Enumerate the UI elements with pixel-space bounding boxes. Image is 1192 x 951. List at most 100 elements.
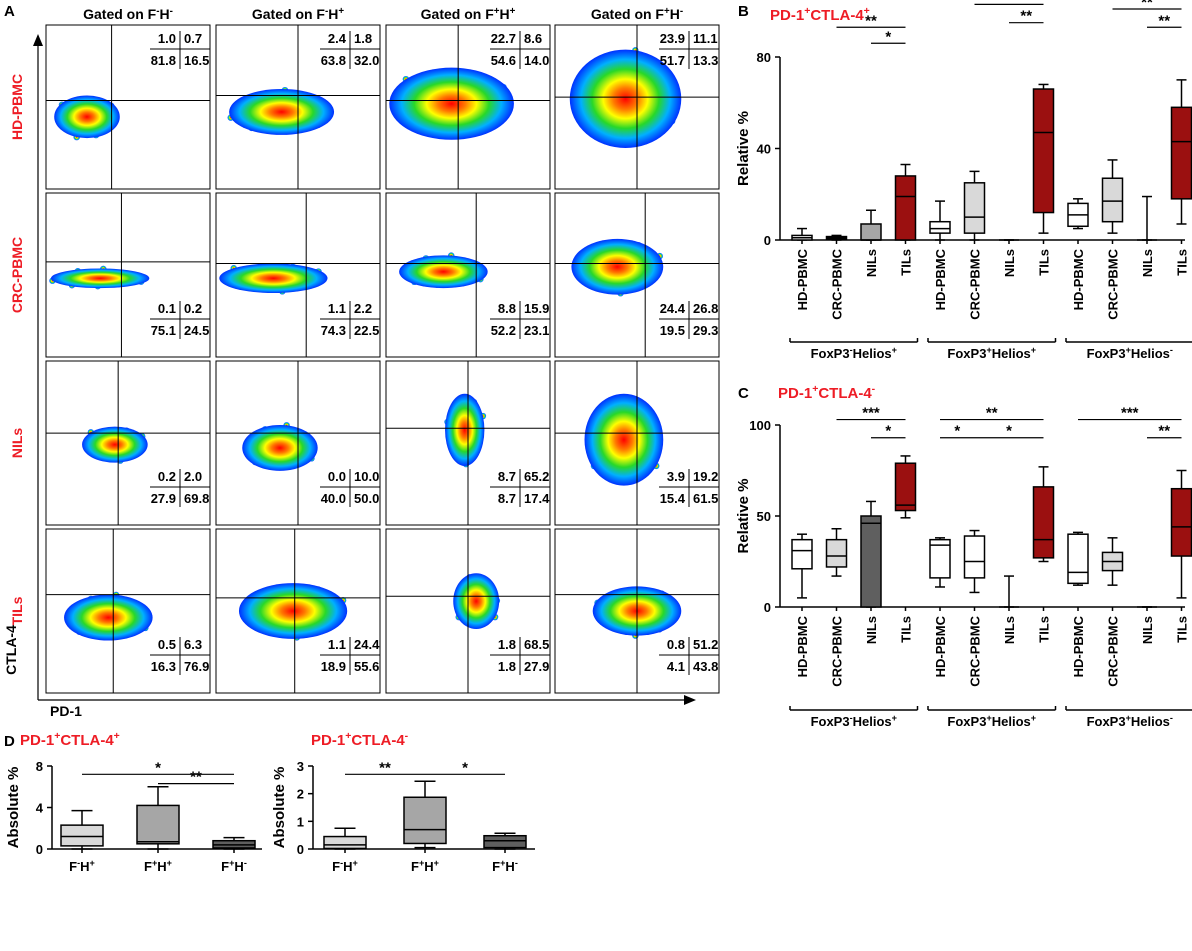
cat-sup: - [244, 858, 247, 868]
quadrant-values: 8.8 15.9 52.2 23.1 [490, 301, 550, 339]
group-sup: + [986, 713, 991, 723]
quadrant-ur: 10.0 [354, 469, 379, 484]
box-iqr [894, 175, 917, 241]
quadrant-ur: 2.2 [354, 301, 372, 316]
box-iqr [825, 538, 848, 568]
y-tick-label: 8 [36, 759, 43, 774]
y-tick-label: 4 [36, 801, 44, 816]
title-sup: + [114, 730, 120, 742]
quadrant-ll: 40.0 [321, 491, 346, 506]
category-label: HD-PBMC [933, 615, 948, 677]
col-header-text: H [500, 6, 510, 22]
group-text: Helios [853, 346, 892, 361]
group-sup: - [1170, 713, 1173, 723]
cat-text: H [424, 859, 433, 874]
col-header-text: Gated on F [252, 6, 326, 22]
cat-sup: + [90, 858, 95, 868]
category-label: TILs [899, 616, 914, 643]
group-text: FoxP3 [1087, 714, 1126, 729]
row-label: HD-PBMC [9, 74, 25, 140]
quadrant-ll: 15.4 [660, 491, 686, 506]
density-blob [82, 426, 148, 463]
x-axis-label: PD-1 [50, 703, 82, 719]
box-plot [894, 163, 917, 241]
col-header-sup: + [664, 6, 670, 17]
quadrant-ul: 1.1 [328, 301, 346, 316]
column-header: Gated on F-H- [83, 6, 173, 23]
significance-label: ** [1003, 0, 1015, 6]
cat-sup: - [515, 858, 518, 868]
quadrant-values: 1.1 2.2 74.3 22.5 [320, 301, 380, 339]
quadrant-lr: 50.0 [354, 491, 379, 506]
box-iqr [1101, 177, 1124, 223]
plot-cell: 8.7 65.2 8.7 17.4 [385, 360, 551, 526]
y-tick-label: 100 [749, 418, 771, 433]
group-sup: + [1126, 345, 1131, 355]
box-iqr [860, 223, 882, 241]
category-label: HD-PBMC [795, 248, 810, 310]
group-text: FoxP3 [811, 714, 850, 729]
col-header-sup: + [338, 6, 344, 17]
quadrant-ur: 0.2 [184, 301, 202, 316]
significance-label: * [1006, 423, 1012, 440]
quadrant-lr: 22.5 [354, 323, 379, 338]
significance-label: * [885, 28, 891, 45]
quadrant-ur: 68.5 [524, 637, 549, 652]
quadrant-ur: 6.3 [184, 637, 202, 652]
category-label: F+H- [492, 858, 518, 874]
quadrant-lr: 24.5 [184, 323, 209, 338]
significance-label: *** [1121, 405, 1139, 422]
group-label: FoxP3+Helios+ [947, 345, 1036, 361]
chart-title: PD-1+CTLA-4- [311, 730, 409, 749]
chart-title: PD-1+CTLA-4- [778, 383, 876, 402]
density-blob [50, 268, 150, 289]
title-text: CTLA-4 [810, 7, 864, 24]
y-tick-label: 0 [36, 842, 43, 857]
box-iqr [963, 535, 986, 579]
quadrant-ll: 51.7 [660, 53, 685, 68]
cat-text: F [69, 859, 77, 874]
box-plot [1101, 537, 1124, 586]
group-text: FoxP3 [947, 346, 986, 361]
group-sup: + [1126, 713, 1131, 723]
quadrant-values: 1.0 0.7 81.8 16.5 [150, 31, 210, 69]
quadrant-ur: 11.1 [693, 31, 718, 46]
group-text: Helios [1131, 346, 1170, 361]
cat-sup: + [434, 858, 439, 868]
quadrant-ul: 0.0 [328, 469, 346, 484]
title-sup: - [405, 730, 409, 742]
cat-sup: - [77, 858, 80, 868]
y-tick-label: 40 [757, 142, 771, 157]
quadrant-lr: 76.9 [184, 659, 209, 674]
cat-text: H [157, 859, 166, 874]
box-iqr [963, 182, 986, 234]
group-sup: + [892, 713, 897, 723]
quadrant-ll: 81.8 [151, 53, 176, 68]
plot-cell: 0.0 10.0 40.0 50.0 [215, 360, 381, 526]
quadrant-values: 0.5 6.3 16.3 76.9 [150, 637, 210, 675]
plot-cell: 0.8 51.2 4.1 43.8 [554, 528, 720, 694]
box-iqr [791, 538, 813, 570]
box-plot [999, 575, 1019, 608]
y-axis-arrow [33, 34, 43, 46]
category-label: F+H+ [411, 858, 439, 874]
col-header-text: H [160, 6, 170, 22]
quadrant-ll: 52.2 [491, 323, 516, 338]
quadrant-lr: 61.5 [693, 491, 718, 506]
quadrant-ll: 8.7 [498, 491, 516, 506]
group-sup: + [1031, 713, 1036, 723]
cat-sup: + [500, 858, 505, 868]
category-label: CRC-PBMC [1106, 248, 1121, 319]
significance-label: *** [862, 405, 880, 422]
group-text: FoxP3 [811, 346, 850, 361]
box-plot [136, 786, 180, 850]
quadrant-ur: 15.9 [524, 301, 549, 316]
box-iqr [483, 834, 527, 849]
flow-cytometry-panel: Gated on F-H- Gated on F-H+ Gated on F+H+ G… [3, 6, 720, 719]
title-sup: + [864, 5, 870, 17]
significance-label: * [885, 423, 891, 440]
category-label: CRC-PBMC [830, 615, 845, 686]
category-label: HD-PBMC [1071, 248, 1086, 310]
quadrant-lr: 55.6 [354, 659, 379, 674]
